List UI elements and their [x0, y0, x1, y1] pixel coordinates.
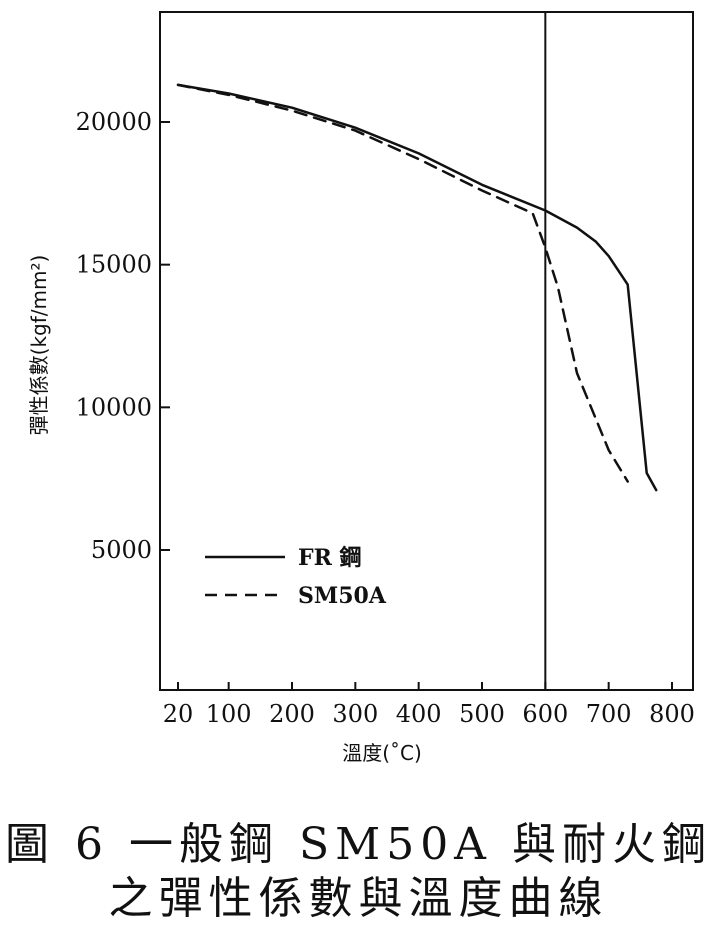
plot-frame [159, 11, 694, 691]
legend: FR 鋼 SM50A [205, 545, 387, 609]
series-line-sm50a [176, 83, 629, 483]
x-tick-label: 100 [206, 700, 252, 728]
elastic-modulus-chart: 20 100 200 300 400 500 600 700 800 20000 15000 100… [27, 11, 695, 765]
x-tick-label: 800 [649, 700, 695, 728]
x-tick-label: 700 [586, 700, 632, 728]
y-tick-label: 15000 [76, 251, 152, 279]
series-layer [176, 83, 658, 492]
y-axis-ticks: 20000 15000 10000 5000 [76, 108, 170, 564]
x-tick-label: 300 [332, 700, 378, 728]
x-tick-label: 20 [163, 700, 194, 728]
figure-caption-line-1: 圖 6 一般鋼 SM50A 與耐火鋼 [5, 819, 712, 870]
figure-caption-line-2: 之彈性係數與溫度曲線 [108, 873, 609, 924]
y-tick-label: 10000 [76, 393, 152, 421]
x-tick-label: 200 [269, 700, 315, 728]
legend-label-fr: FR 鋼 [298, 545, 362, 571]
x-axis-ticks: 20 100 200 300 400 500 600 700 800 [163, 682, 695, 728]
series-line-fr-steel [176, 83, 658, 492]
x-tick-label: 600 [522, 700, 568, 728]
y-tick-label: 5000 [91, 536, 152, 564]
y-axis-title: 彈性係數(kgf/mm²) [27, 255, 51, 436]
x-tick-label: 500 [459, 700, 505, 728]
x-tick-label: 400 [396, 700, 442, 728]
x-axis-title: 溫度(˚C) [342, 741, 422, 765]
y-tick-label: 20000 [76, 108, 152, 136]
legend-label-sm50a: SM50A [298, 583, 387, 609]
